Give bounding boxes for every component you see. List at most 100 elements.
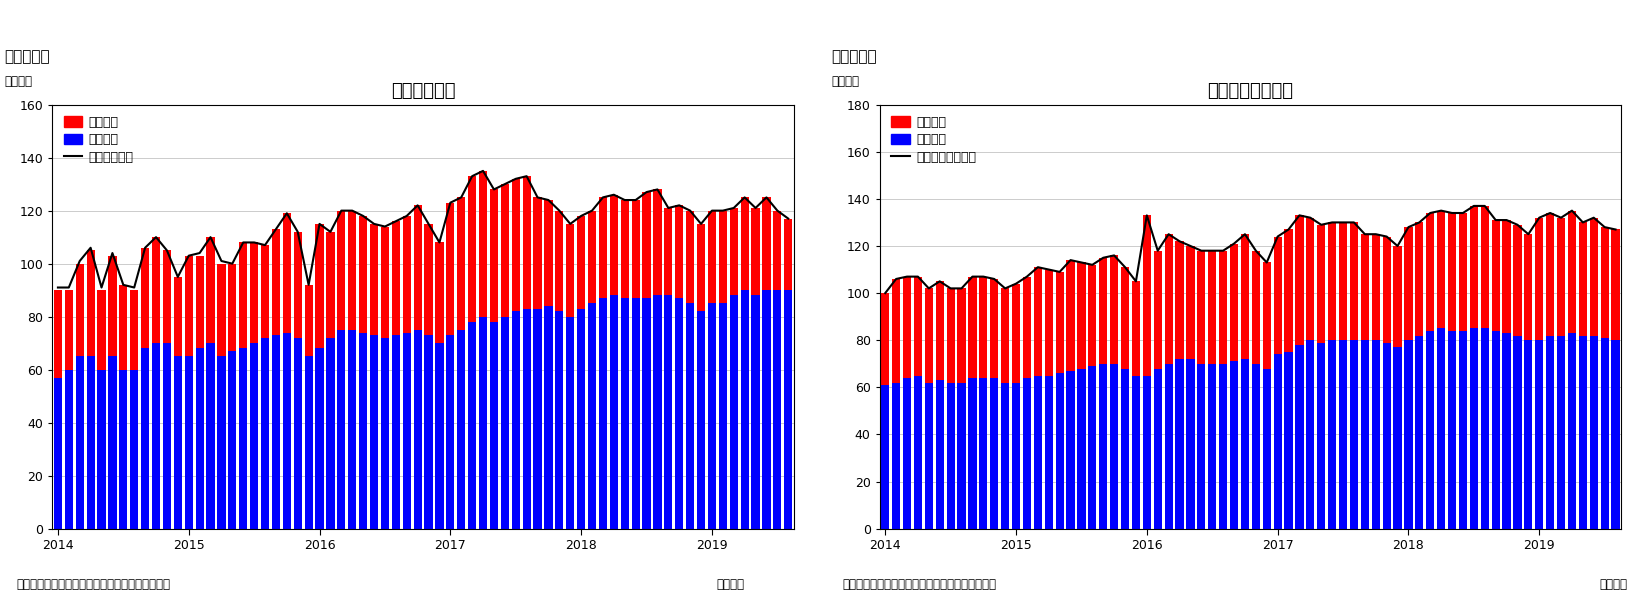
Bar [54, 290, 62, 378]
Bar [1469, 206, 1477, 328]
Bar [1557, 336, 1566, 529]
Bar [512, 312, 520, 529]
Bar [1273, 236, 1281, 355]
Bar [1296, 216, 1304, 345]
Bar [643, 298, 651, 529]
Bar [326, 338, 334, 529]
Bar [1328, 223, 1337, 340]
Bar [533, 198, 542, 309]
Bar [1404, 340, 1412, 529]
Bar [402, 216, 411, 333]
Bar [762, 198, 771, 290]
Bar [936, 380, 944, 529]
Bar [119, 370, 128, 529]
Bar [348, 330, 357, 529]
Bar [892, 383, 900, 529]
Bar [250, 242, 258, 343]
Bar [1263, 263, 1271, 368]
Bar [1034, 376, 1042, 529]
Bar [555, 312, 563, 529]
Bar [947, 288, 955, 383]
Bar [260, 338, 268, 529]
Bar [501, 184, 509, 316]
Bar [620, 200, 628, 298]
Bar [1240, 359, 1248, 529]
Text: （図表１）: （図表１） [5, 50, 51, 64]
Bar [980, 378, 988, 529]
Bar [1121, 267, 1129, 368]
Bar [631, 298, 640, 529]
Bar [1165, 234, 1173, 364]
Bar [1611, 340, 1620, 529]
Bar [555, 211, 563, 312]
Bar [990, 279, 998, 378]
Bar [98, 370, 106, 529]
Bar [1284, 229, 1292, 352]
Text: （万件）: （万件） [5, 75, 33, 88]
Bar [185, 356, 193, 529]
Bar [1001, 288, 1009, 383]
Bar [697, 224, 705, 312]
Bar [1371, 234, 1379, 340]
Bar [924, 383, 933, 529]
Bar [718, 303, 726, 529]
Title: 住宅着工許可件数: 住宅着工許可件数 [1207, 82, 1294, 100]
Bar [348, 211, 357, 330]
Bar [1078, 263, 1086, 368]
Bar [1067, 260, 1075, 371]
Bar [1557, 218, 1566, 336]
Bar [990, 378, 998, 529]
Bar [479, 316, 488, 529]
Bar [643, 192, 651, 298]
Bar [1546, 213, 1554, 336]
Bar [1022, 378, 1031, 529]
Bar [1415, 336, 1423, 529]
Bar [1535, 340, 1543, 529]
Bar [1459, 213, 1467, 331]
Bar [1338, 223, 1346, 340]
Bar [501, 316, 509, 529]
Bar [653, 189, 661, 296]
Bar [1415, 223, 1423, 336]
Bar [1067, 371, 1075, 529]
Bar [1121, 368, 1129, 529]
Bar [957, 288, 965, 383]
Bar [402, 333, 411, 529]
Bar [1045, 376, 1054, 529]
Bar [164, 343, 172, 529]
Bar [229, 264, 237, 351]
Bar [260, 245, 268, 338]
Bar [1022, 276, 1031, 378]
Bar [1306, 340, 1314, 529]
Bar [587, 211, 596, 303]
Bar [337, 330, 345, 529]
Bar [1350, 223, 1358, 340]
Bar [892, 279, 900, 383]
Bar [1317, 343, 1325, 529]
Bar [741, 290, 749, 529]
Bar [1492, 331, 1500, 529]
Bar [1525, 234, 1533, 340]
Bar [1382, 236, 1391, 343]
Bar [1284, 352, 1292, 529]
Bar [1055, 373, 1063, 529]
Bar [141, 349, 149, 529]
Bar [456, 198, 465, 330]
Bar [947, 383, 955, 529]
Bar [664, 208, 672, 296]
Bar [1088, 366, 1096, 529]
Bar [578, 216, 586, 309]
Bar [1034, 267, 1042, 376]
Bar [1590, 218, 1598, 336]
Bar [1153, 251, 1162, 368]
Bar [1350, 340, 1358, 529]
Bar [653, 296, 661, 529]
Bar [1296, 345, 1304, 529]
Bar [229, 351, 237, 529]
Bar [435, 343, 443, 529]
Bar [370, 224, 378, 336]
Bar [206, 237, 214, 343]
Bar [65, 370, 74, 529]
Bar [631, 200, 640, 298]
Bar [1142, 376, 1150, 529]
